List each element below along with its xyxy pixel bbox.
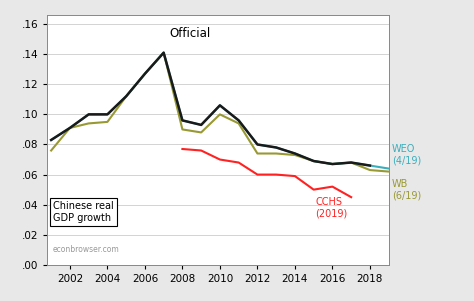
Text: Official: Official [169,27,210,40]
Text: Chinese real
GDP growth: Chinese real GDP growth [53,201,114,223]
Text: WEO
(4/19): WEO (4/19) [392,144,421,166]
Text: CCHS
(2019): CCHS (2019) [316,197,348,219]
Text: econbrowser.com: econbrowser.com [53,245,120,254]
Text: WB
(6/19): WB (6/19) [392,179,421,201]
